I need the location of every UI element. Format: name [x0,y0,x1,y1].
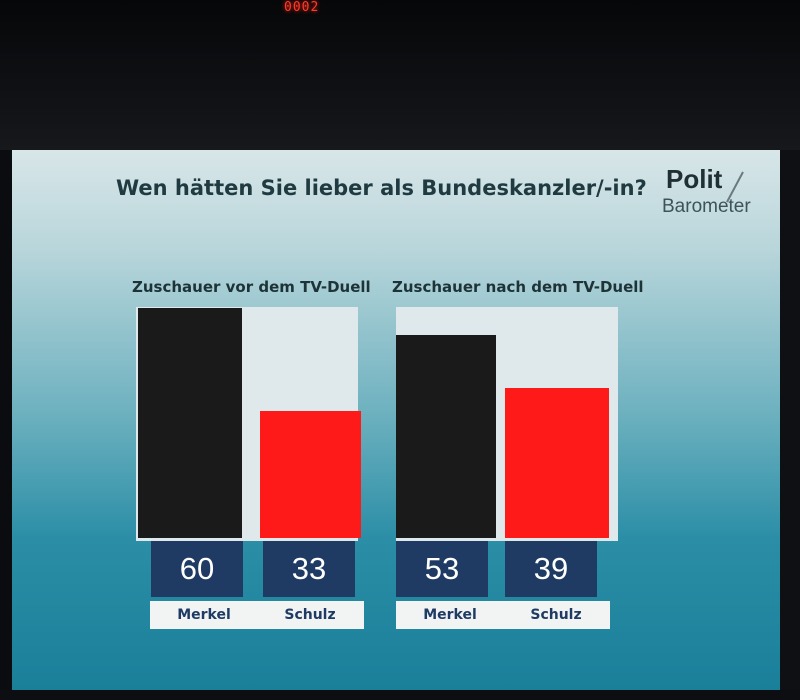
logo-text-top: Polit [666,164,723,194]
bar-merkel-after [396,335,496,538]
panel-heading-after: Zuschauer nach dem TV-Duell [392,278,644,296]
value-schulz-after: 39 [505,541,597,597]
bar-merkel-before [138,308,242,538]
value-schulz-before: 33 [263,541,355,597]
logo-text-bottom: Barometer [662,196,751,217]
bar-schulz-after [505,388,609,538]
tv-bezel-bottom [0,690,800,700]
label-schulz-before: Schulz [256,601,364,629]
label-merkel-after: Merkel [396,601,504,629]
led-counter: 0002 [284,0,320,15]
tv-screen: Wen hätten Sie lieber als Bundeskanzler/… [12,150,780,690]
politbarometer-logo: Polit Barometer [660,164,770,228]
chart-title: Wen hätten Sie lieber als Bundeskanzler/… [116,176,647,200]
bar-schulz-before [260,411,361,538]
tv-bezel-right [780,150,800,690]
panel-heading-before: Zuschauer vor dem TV-Duell [132,278,371,296]
label-schulz-after: Schulz [502,601,610,629]
value-merkel-before: 60 [151,541,243,597]
label-merkel-before: Merkel [150,601,258,629]
value-merkel-after: 53 [396,541,488,597]
tv-bezel-top: 0002 [0,0,800,150]
